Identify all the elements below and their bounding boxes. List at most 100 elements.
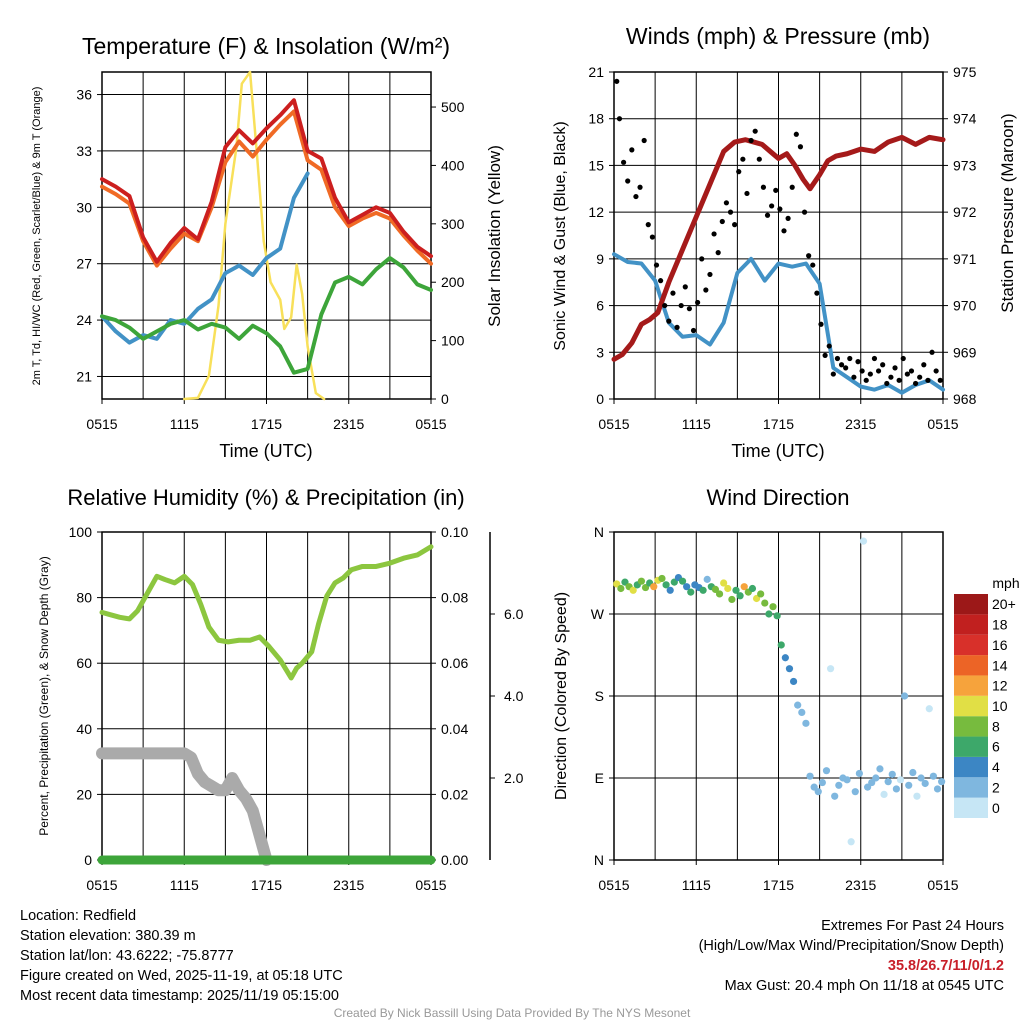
x-tick-label: 1115 [682,877,711,893]
legend-swatch [954,634,988,656]
credit-line: Created By Nick Bassill Using Data Provi… [333,1006,691,1020]
y-tick-label: 12 [588,204,604,220]
x-tick-label: 1715 [763,877,794,893]
y-tick-label: 27 [76,256,92,272]
wind-title: Winds (mph) & Pressure (mb) [626,23,930,49]
y-tick-label: 80 [76,590,92,606]
gust-point [740,156,746,162]
gust-point [867,371,873,377]
y-tick-label: 18 [588,111,604,127]
y-tick-label: 0 [84,852,92,868]
gust-point [917,374,923,380]
gust-point [719,218,725,225]
y2-tick-label: 969 [953,344,977,360]
gust-point [777,206,783,212]
y-tick-label: 15 [588,157,604,173]
gust-point [674,324,680,330]
y-tick-label: N [594,524,604,540]
y-tick-label: 20 [76,786,92,802]
direction-point [913,792,921,800]
y-tick-label: 60 [76,655,92,671]
direction-point [785,665,794,673]
extremes-heading: Extremes For Past 24 Hours [821,918,1004,934]
gust-point [764,212,771,218]
legend-label: 10 [992,698,1008,714]
gust-point [781,228,787,234]
direction-point [617,584,625,593]
gust-point [830,371,836,377]
direction-point [884,778,892,786]
direction-point [835,781,843,789]
direction-point [732,586,740,594]
y-tick-label: 30 [76,199,92,215]
direction-point [798,708,806,717]
legend-label: 2 [992,779,1000,795]
gust-point [859,368,865,374]
x-tick-label: 0515 [598,877,629,893]
legend-swatch [954,716,988,737]
gust-point [921,362,927,368]
direction-point [699,586,707,594]
legend-label: 4 [992,759,1000,775]
gust-point [723,200,730,206]
gust-point [789,184,795,190]
direction-point [892,785,900,793]
direction-point [662,581,670,589]
x-tick-label: 0515 [598,416,629,432]
x-tick-label: 1715 [251,877,282,893]
wind-chart: 0 3 6 9 12 15 18 21 0515 1115 1715 2315 0515 968 969 97… [588,64,976,432]
legend-swatch [954,614,988,635]
legend-swatch [954,675,988,696]
gust-point [629,147,635,153]
gust-point [707,271,713,278]
legend-label: 20+ [992,596,1016,612]
y2-tick-label: 975 [953,64,977,80]
y2-tick-label: 0.06 [441,655,468,671]
gust-point [933,368,939,374]
y-tick-label: 3 [596,344,604,360]
legend-label: 6 [992,739,1000,755]
direction-point [929,772,938,780]
gust-point [666,318,672,324]
gust-point [690,327,697,334]
wind-x-label: Time (UTC) [731,441,824,461]
gust-point [875,368,882,374]
temp-chart: 21 24 27 30 33 36 0515 1115 1715 2315 0515 0 100 200 3… [76,70,465,432]
gust-point [785,215,791,221]
gust-point [880,362,886,368]
direction-point [724,584,732,593]
y2-tick-label: 0.02 [441,786,468,802]
direction-point [703,575,711,583]
direction-point [876,765,884,773]
direction-point [806,772,814,780]
direction-point [781,654,789,662]
y2-tick-label: 970 [953,298,977,314]
gust-point [727,209,734,215]
y-tick-label: W [591,606,605,622]
recent-timestamp: Most recent data timestamp: 2025/11/19 0… [20,988,339,1004]
direction-point [777,641,785,649]
legend-label: 14 [992,657,1008,673]
gust-point [641,137,647,144]
gust-point [826,343,832,349]
y2-tick-label: 100 [441,333,465,349]
direction-point [921,779,929,788]
direction-point [933,785,942,793]
x-tick-label: 0515 [927,877,958,893]
gust-point [900,355,906,362]
gust-point [732,222,738,228]
station-location: Location: Redfield [20,908,137,924]
direction-point [896,776,905,784]
direction-point [720,579,728,587]
x-tick-label: 0515 [86,416,117,432]
legend-swatch [954,736,988,757]
direction-point [761,599,769,607]
y2-tick-label: 500 [441,99,465,115]
gust-point [888,374,894,380]
legend-swatch [954,777,988,798]
extremes-values: 35.8/26.7/11/0/1.2 [887,958,1004,974]
gust-point [670,290,676,296]
direction-point [650,583,658,591]
y3-tick-label: 2.0 [504,770,524,786]
direction-point [748,584,757,593]
